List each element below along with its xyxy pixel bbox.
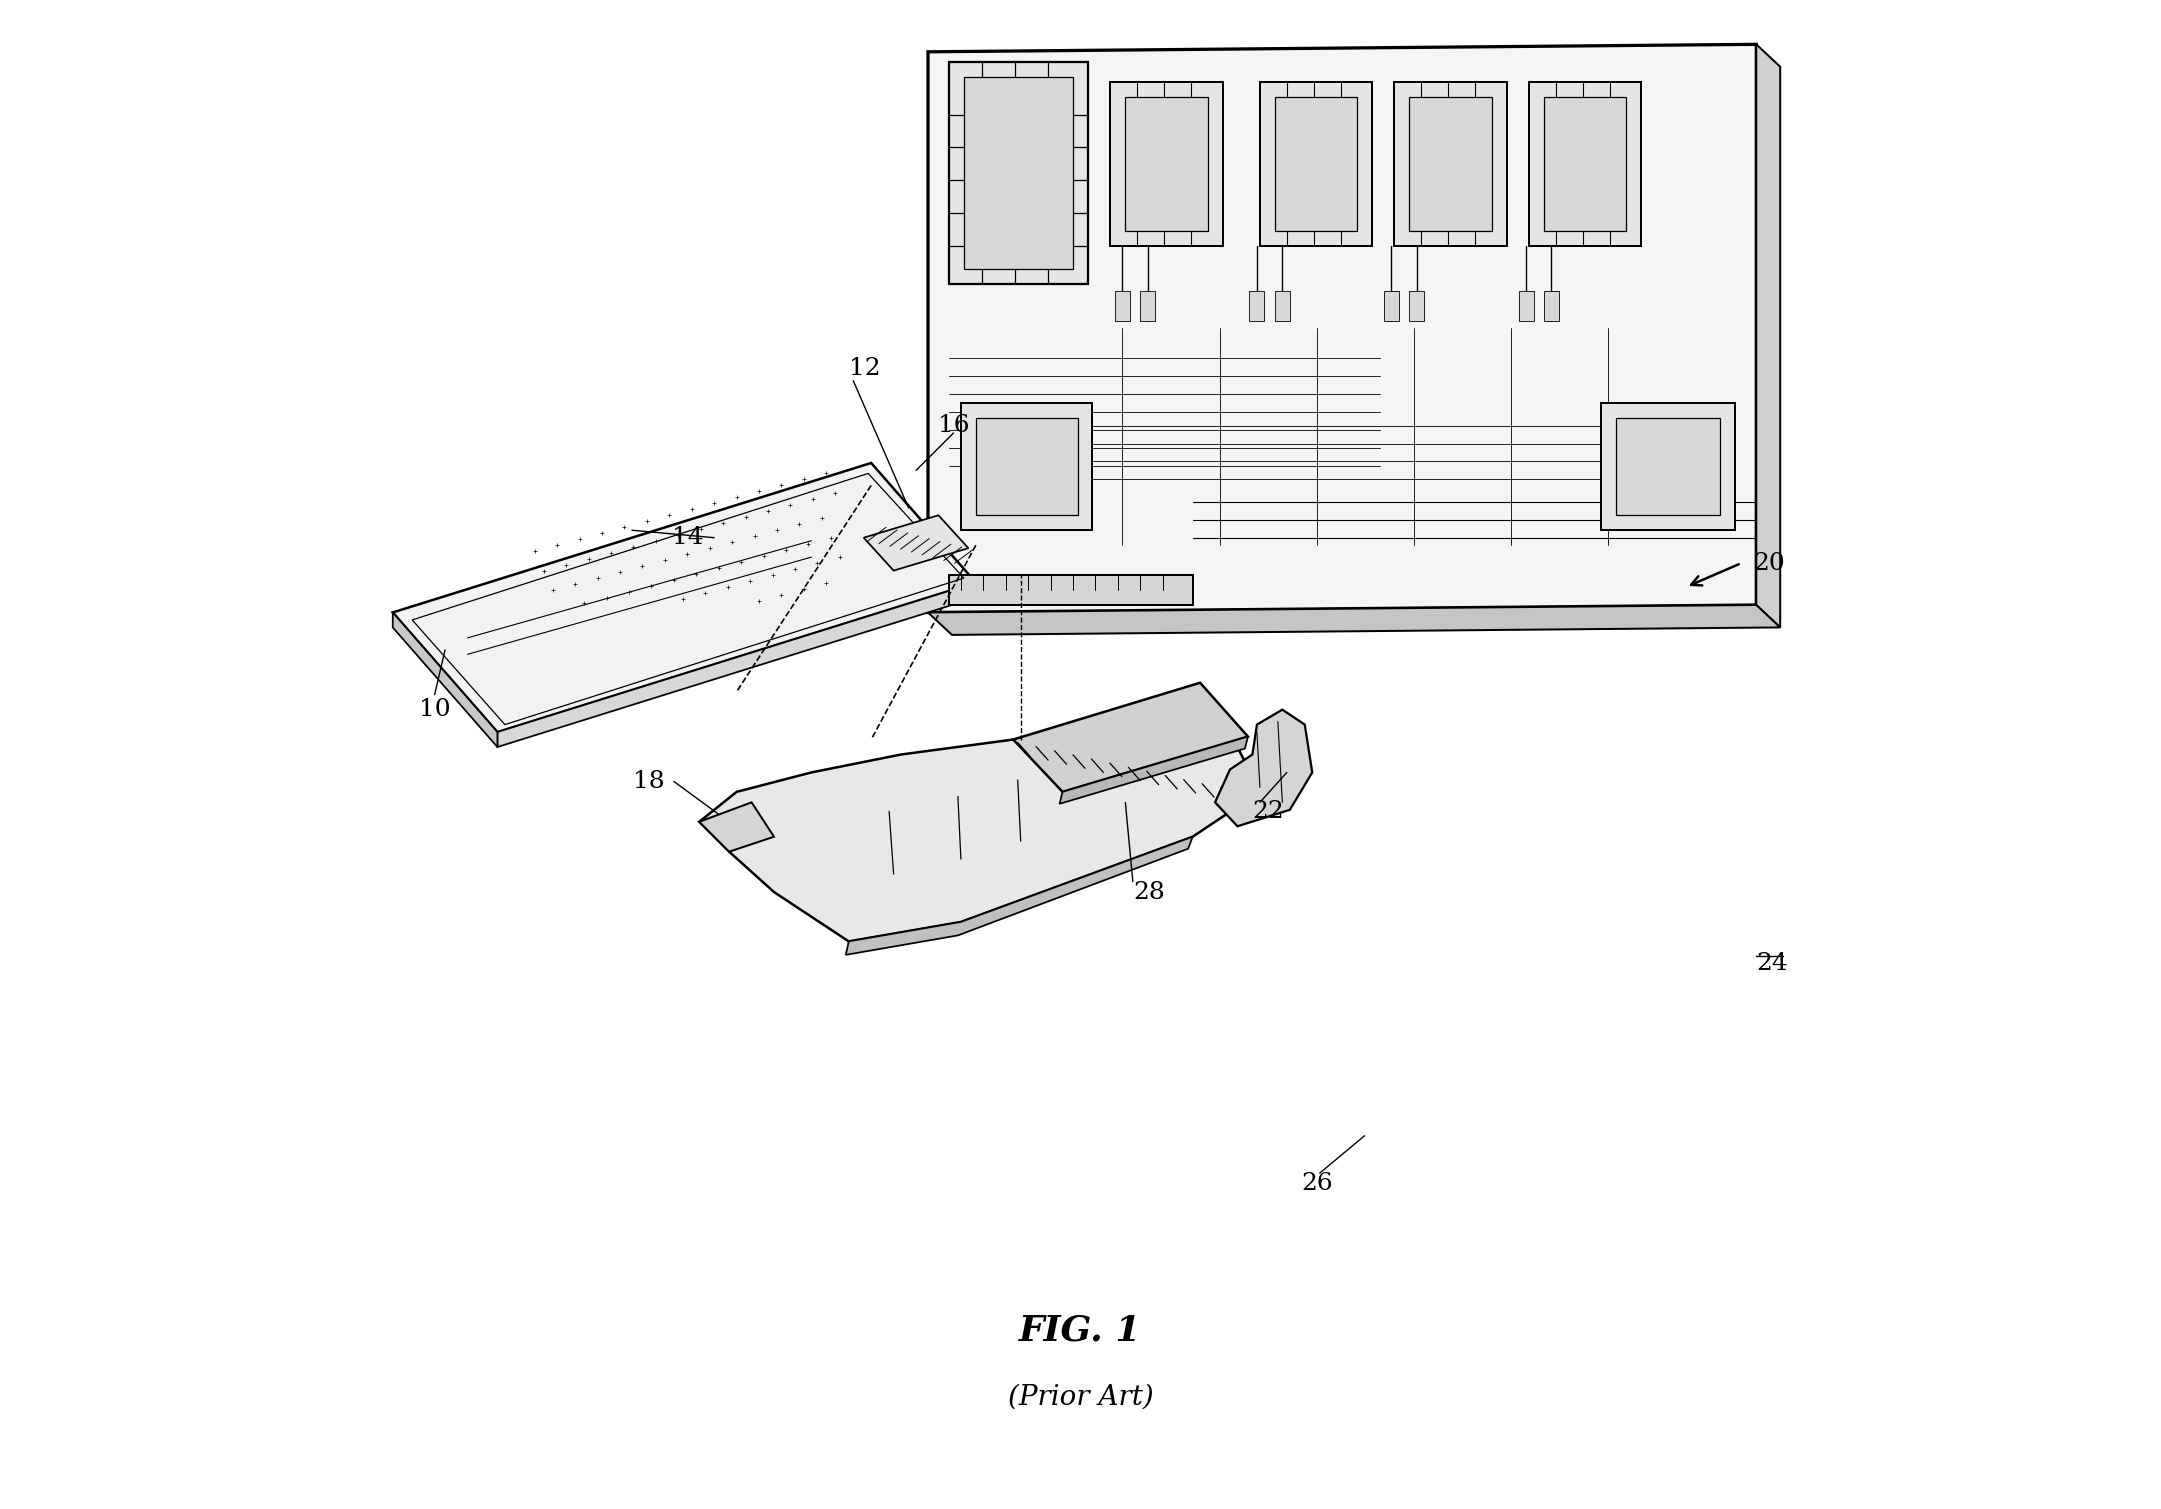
Polygon shape: [1601, 403, 1735, 530]
Polygon shape: [1260, 81, 1372, 246]
Text: 28: 28: [1132, 881, 1165, 904]
Polygon shape: [927, 44, 1757, 613]
Text: 18: 18: [633, 770, 666, 792]
Polygon shape: [700, 709, 1260, 942]
Text: FIG. 1: FIG. 1: [1020, 1313, 1141, 1348]
Polygon shape: [1111, 81, 1223, 246]
Polygon shape: [1383, 291, 1398, 321]
Text: 16: 16: [938, 413, 970, 438]
Polygon shape: [1409, 291, 1424, 321]
Polygon shape: [1214, 709, 1312, 827]
Polygon shape: [1394, 81, 1506, 246]
Polygon shape: [1141, 291, 1156, 321]
Polygon shape: [1519, 291, 1534, 321]
Polygon shape: [393, 463, 977, 732]
Text: (Prior Art): (Prior Art): [1007, 1384, 1154, 1411]
Polygon shape: [949, 575, 1193, 605]
Text: 24: 24: [1757, 952, 1787, 975]
Polygon shape: [1115, 291, 1130, 321]
Polygon shape: [497, 582, 977, 747]
Polygon shape: [977, 418, 1078, 515]
Polygon shape: [1543, 97, 1627, 231]
Polygon shape: [1616, 418, 1720, 515]
Polygon shape: [1275, 291, 1290, 321]
Polygon shape: [700, 803, 774, 851]
Polygon shape: [962, 403, 1093, 530]
Text: 22: 22: [1253, 800, 1284, 822]
Polygon shape: [1543, 291, 1558, 321]
Polygon shape: [1409, 97, 1491, 231]
Polygon shape: [949, 62, 1087, 284]
Polygon shape: [864, 515, 968, 570]
Polygon shape: [1757, 44, 1781, 628]
Text: 20: 20: [1753, 552, 1785, 575]
Polygon shape: [1059, 736, 1247, 804]
Polygon shape: [927, 605, 1781, 635]
Polygon shape: [964, 77, 1074, 269]
Text: 14: 14: [672, 527, 704, 549]
Polygon shape: [1126, 97, 1208, 231]
Polygon shape: [393, 613, 497, 747]
Polygon shape: [1530, 81, 1640, 246]
Polygon shape: [1014, 682, 1247, 792]
Polygon shape: [845, 836, 1193, 955]
Text: 12: 12: [849, 358, 880, 380]
Polygon shape: [1249, 291, 1264, 321]
Text: 10: 10: [419, 699, 449, 721]
Polygon shape: [1275, 97, 1357, 231]
Text: 26: 26: [1301, 1172, 1333, 1195]
